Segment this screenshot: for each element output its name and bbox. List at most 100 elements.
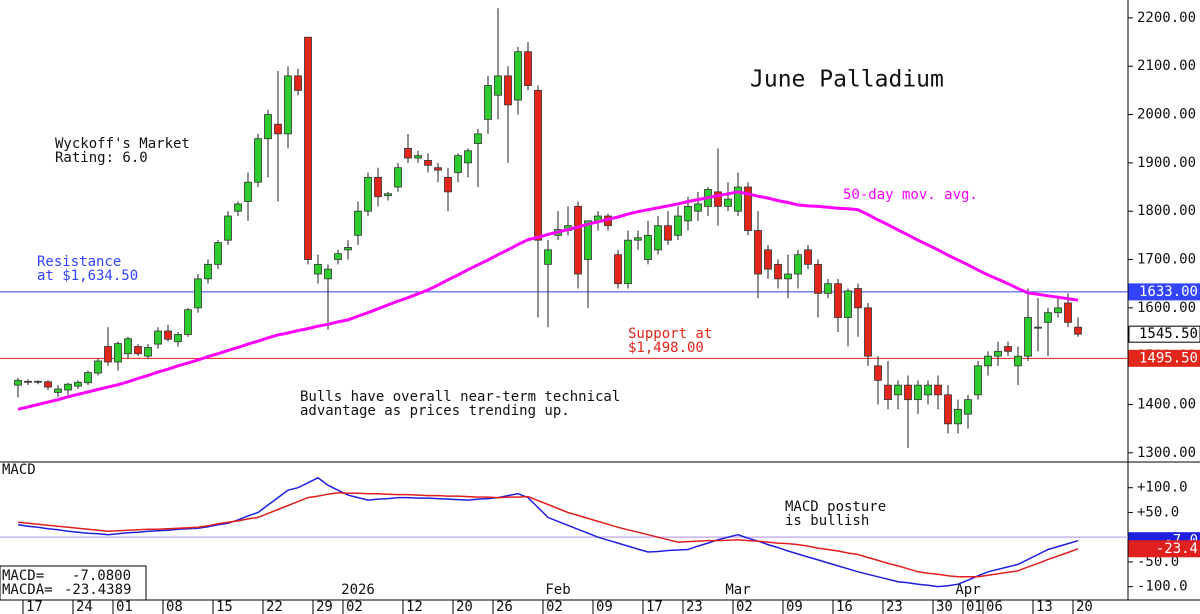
annotation: advantage as prices trending up.: [300, 403, 570, 419]
x-tick-label: 26: [496, 599, 513, 614]
y-tick-label: 1700.00: [1137, 252, 1196, 268]
candle-body: [544, 249, 552, 265]
candle-body: [764, 249, 772, 270]
candle-body: [1044, 312, 1052, 323]
annotation: is bullish: [785, 513, 869, 529]
candle-body: [364, 176, 372, 212]
candle-body: [454, 155, 462, 173]
candle-body: [64, 383, 72, 391]
candle-body: [134, 346, 142, 355]
x-tick-label: 13: [1036, 599, 1053, 614]
value-box: [1128, 349, 1200, 367]
annotation: Rating: 6.0: [55, 150, 148, 166]
candle-body: [144, 347, 152, 357]
candle-body: [174, 334, 182, 343]
value-box: [1128, 325, 1200, 343]
candle-body: [694, 203, 702, 212]
moving-average: [17, 190, 1079, 411]
y-tick-label: 1400.00: [1137, 396, 1196, 412]
y-tick-label: +50.0: [1137, 504, 1179, 520]
candle-body: [794, 254, 802, 275]
candle-body: [654, 225, 662, 251]
candle-body: [214, 242, 222, 265]
x-tick-label: 17: [26, 599, 43, 614]
x-tick-label: 02: [346, 599, 363, 614]
candle-body: [974, 365, 982, 396]
candle-body: [104, 346, 112, 363]
candle-body: [44, 381, 52, 388]
candle-body: [954, 408, 962, 425]
candle-body: [294, 75, 302, 91]
candle-body: [574, 205, 582, 275]
candle-body: [614, 254, 622, 285]
candle-body: [624, 239, 632, 285]
candle-body: [744, 186, 752, 231]
candle-body: [514, 51, 522, 101]
candle-body: [754, 230, 762, 275]
candle-body: [484, 85, 492, 120]
annotation: at $1,634.50: [37, 268, 138, 284]
candle-body: [324, 268, 332, 280]
readout-value: -7.0800: [72, 568, 131, 584]
y-tick-label: 1300.00: [1137, 445, 1196, 461]
value-box-label: -23.4: [1156, 541, 1198, 557]
candle-body: [734, 186, 742, 212]
candle-body: [404, 147, 412, 159]
candle-body: [394, 167, 402, 188]
candle-body: [314, 263, 322, 275]
candle-body: [994, 350, 1002, 357]
candle-body: [524, 51, 532, 86]
candle-body: [1074, 326, 1082, 335]
candle-body: [154, 330, 162, 345]
candle-body: [874, 365, 882, 381]
candle-body: [414, 155, 422, 159]
x-tick-label: 24: [76, 599, 93, 614]
candle-body: [834, 283, 842, 318]
chart-title: June Palladium: [750, 67, 944, 93]
candle-body: [124, 338, 132, 355]
candle-body: [844, 290, 852, 318]
x-tick-label: 29: [316, 599, 333, 614]
candle-body: [1024, 317, 1032, 357]
y-tick-label: 2200.00: [1137, 10, 1196, 26]
candle-body: [894, 384, 902, 396]
candle-body: [464, 150, 472, 164]
annotation: Wyckoff's Market: [55, 136, 190, 152]
x-tick-label: 15: [216, 599, 233, 614]
x-tick-label: 20: [456, 599, 473, 614]
readout-name: MACD=: [2, 568, 44, 584]
candle-body: [924, 384, 932, 396]
x-tick-label: 23: [886, 599, 903, 614]
x-tick-label: 08: [166, 599, 183, 614]
period-label: Mar: [725, 582, 750, 598]
candle-body: [184, 309, 192, 335]
candle-body: [684, 205, 692, 222]
candle-body: [334, 253, 342, 260]
x-tick-label: 22: [266, 599, 283, 614]
candle-body: [774, 263, 782, 280]
readout-value: -23.4389: [64, 582, 131, 598]
value-box-label: 1633.00: [1139, 284, 1198, 300]
candle-body: [664, 225, 672, 241]
candle-body: [644, 234, 652, 260]
value-box: [1128, 540, 1200, 558]
candle-body: [824, 283, 832, 294]
candle-body: [94, 360, 102, 374]
candle-body: [914, 384, 922, 401]
candle-body: [84, 372, 92, 384]
x-tick-label: 30: [936, 599, 953, 614]
x-tick-label: 09: [786, 599, 803, 614]
annotation: Support at: [628, 326, 712, 342]
period-label: 2026: [341, 582, 375, 598]
x-tick-label: 06: [986, 599, 1003, 614]
annotation: Resistance: [37, 254, 121, 270]
x-tick-label: 16: [836, 599, 853, 614]
macd-line: [17, 476, 1079, 588]
x-tick-label: 12: [406, 599, 423, 614]
candle-body: [244, 181, 252, 202]
candle-body: [904, 384, 912, 401]
candle-body: [14, 379, 22, 386]
y-tick-label: 1600.00: [1137, 300, 1196, 316]
